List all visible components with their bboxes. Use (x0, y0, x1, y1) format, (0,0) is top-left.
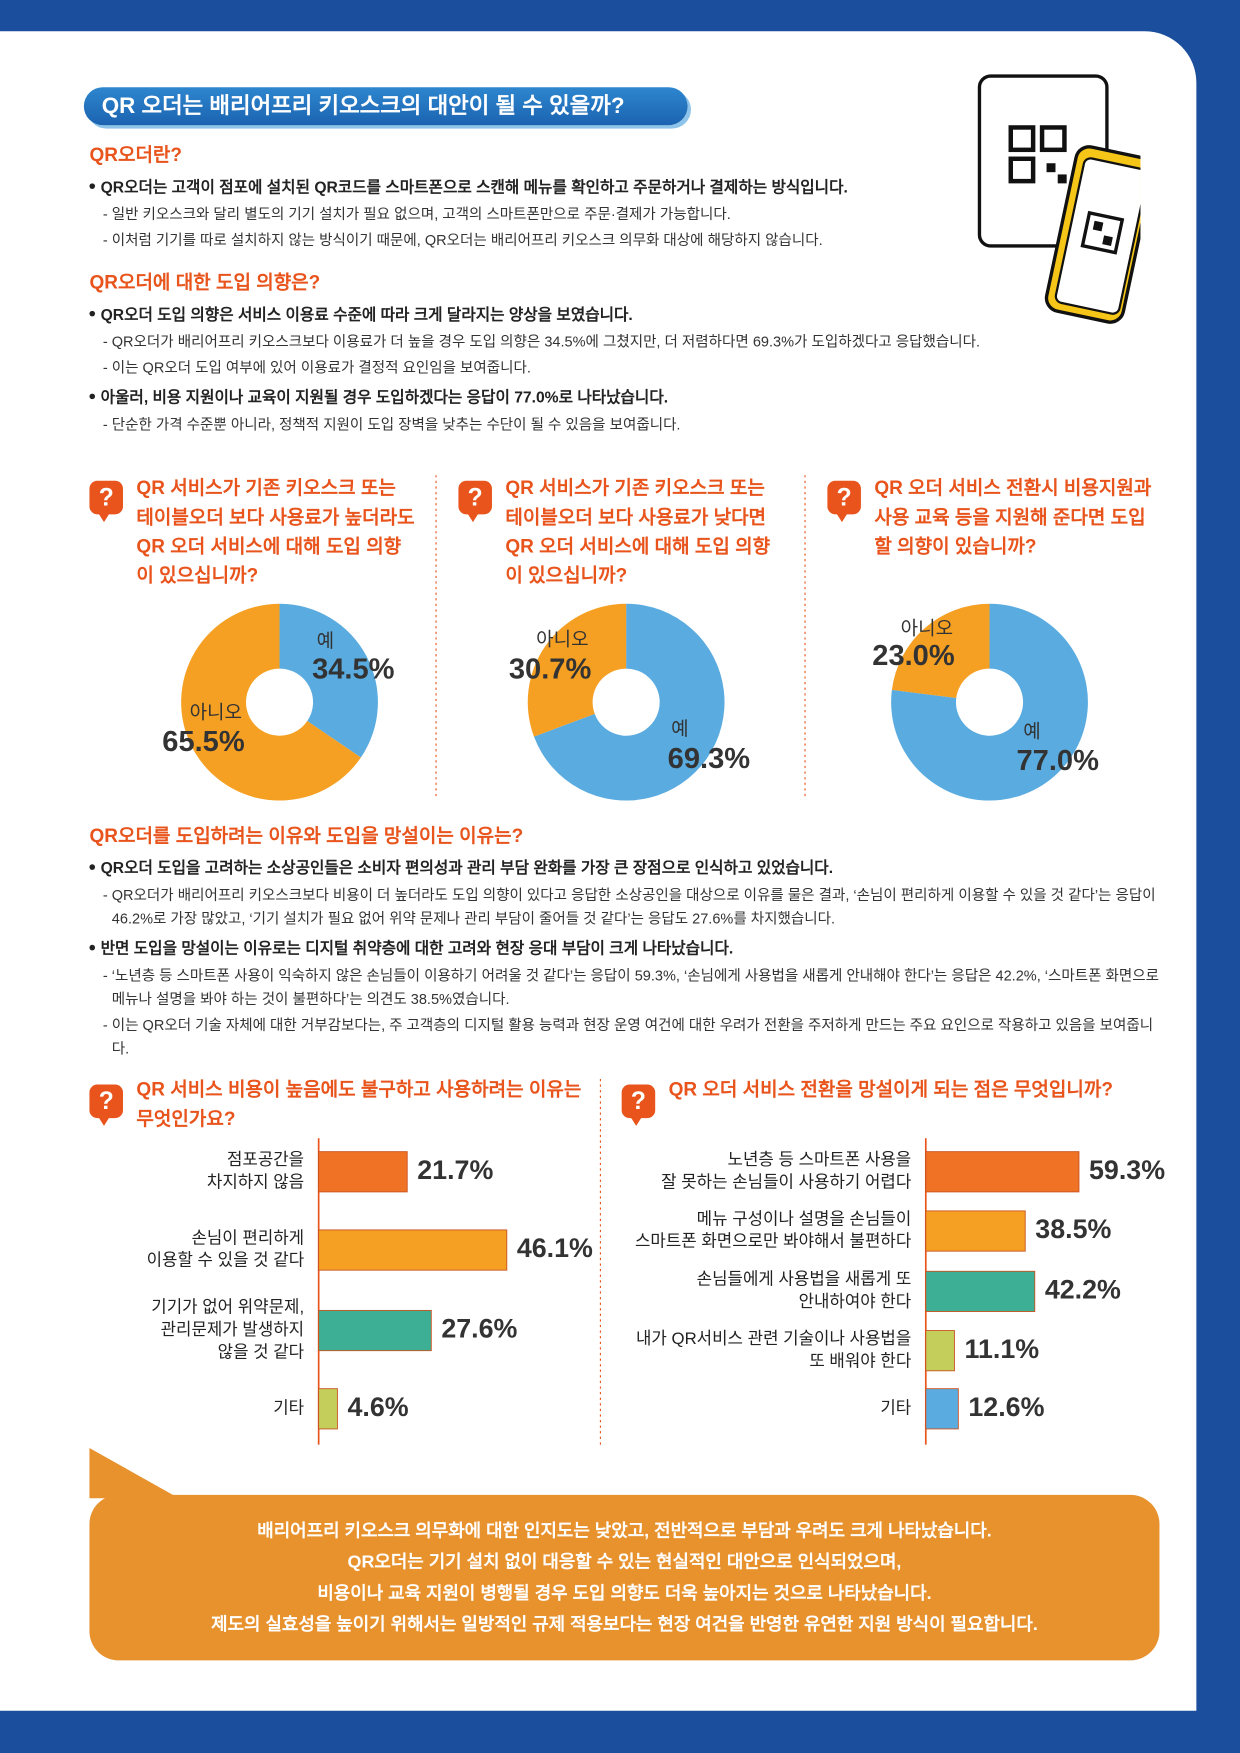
bullet-text: QR오더 도입을 고려하는 소상공인들은 소비자 편의성과 관리 부담 완화를 … (89, 856, 1162, 878)
bar-category-label: 기기가 없어 위약문제, 관리문제가 발생하지 않을 것 같다 (151, 1298, 305, 1362)
text-section: QR오더에 대한 도입 의향은? QR오더 도입 의향은 서비스 이용료 수준에 … (89, 266, 1162, 438)
pie-slice (891, 603, 990, 698)
sub-text: - QR오더가 배리어프리 키오스크보다 이용료가 더 높을 경우 도입 의향은… (102, 333, 980, 350)
text-section: QR오더를 도입하려는 이유와 도입을 망설이는 이유는? QR오더 도입을 고려… (89, 820, 1162, 1063)
callout-tail (89, 1447, 179, 1499)
bar-value-label: 12.6% (968, 1392, 1044, 1422)
question-icon: ? (621, 1084, 656, 1126)
header-title: QR 오더는 배리어프리 키오스크의 대안이 될 수 있을까? (83, 87, 688, 126)
conclusion-line: 비용이나 교육 지원이 병행될 경우 도입 의향도 더욱 높아지는 것으로 나타… (317, 1584, 932, 1604)
sub-text: - 이는 QR오더 도입 여부에 있어 이용료가 결정적 요인임을 보여줍니다. (102, 358, 531, 376)
section-heading: QR오더란? (89, 144, 183, 166)
sub-text: - ‘노년층 등 스마트폰 사용이 익숙하지 않은 손님들이 이용하기 어려울 … (102, 967, 1160, 1008)
bar (318, 1229, 508, 1271)
question-icon: ? (827, 480, 861, 523)
bar-value-label: 27.6% (441, 1314, 517, 1344)
slice-value-label: 30.7% (509, 654, 592, 686)
bar (925, 1270, 1036, 1312)
bullet-text: 아울러, 비용 지원이나 교육이 지원될 경우 도입하겠다는 응답이 77.0%… (89, 386, 1162, 408)
chart-title: QR 서비스 비용이 높음에도 불구하고 사용하려는 이유는 무엇인가요? (136, 1078, 582, 1130)
chart-title: QR 오더 서비스 전환을 망설이게 되는 점은 무엇입니까? (668, 1078, 1113, 1101)
conclusion-line: 제도의 실효성을 높이기 위해서는 일방적인 규제 적용보다는 현장 여건을 반… (211, 1615, 1038, 1635)
slice-label: 예 (317, 630, 334, 652)
bullet-text: 반면 도입을 망설이는 이유로는 디지털 취약층에 대한 고려와 현장 응대 부… (89, 937, 1162, 959)
bar (318, 1388, 338, 1430)
bar-value-label: 46.1% (517, 1233, 593, 1263)
bullet-text: QR오더는 고객이 점포에 설치된 QR코드를 스마트폰으로 스캔해 메뉴를 확… (89, 176, 1162, 198)
pie-slice (279, 603, 378, 758)
slice-label: 아니오 (901, 618, 953, 640)
bar (925, 1151, 1080, 1193)
bar-category-label: 손님이 편리하게 이용할 수 있을 것 같다 (146, 1228, 305, 1271)
bar (318, 1151, 408, 1193)
slice-label: 아니오 (536, 629, 588, 651)
question-icon: ? (89, 480, 123, 523)
bar (925, 1388, 959, 1430)
slice-value-label: 69.3% (668, 743, 751, 775)
slice-value-label: 23.0% (872, 640, 955, 672)
slice-value-label: 77.0% (1017, 745, 1100, 777)
bar-value-label: 21.7% (417, 1155, 493, 1185)
section-heading: QR오더에 대한 도입 의향은? (89, 271, 321, 293)
question-icon: ? (458, 480, 492, 523)
bar-value-label: 42.2% (1045, 1274, 1121, 1304)
bar-category-label: 노년층 등 스마트폰 사용을 잘 못하는 손님들이 사용하기 어렵다 (661, 1150, 912, 1192)
sub-text: - 이처럼 기기를 따로 설치하지 않는 방식이기 때문에, QR오더는 배리어… (102, 231, 823, 249)
bar-category-label: 손님들에게 사용법을 새롭게 또 안내하여야 한다 (696, 1270, 912, 1312)
bar-value-label: 38.5% (1035, 1214, 1111, 1244)
bar (925, 1330, 955, 1372)
bar-category-label: 메뉴 구성이나 설명을 손님들이 스마트폰 화면으로만 봐야해서 불편하다 (634, 1209, 912, 1252)
chart-title: QR 서비스가 기존 키오스크 또는 테이블오더 보다 사용료가 낮다면 QR … (505, 477, 771, 586)
bar-category-label: 기타 (273, 1398, 305, 1418)
qr-phone-icon (977, 74, 1141, 324)
bar (925, 1210, 1026, 1252)
bar-value-label: 4.6% (347, 1392, 408, 1422)
pie-slice (527, 603, 627, 737)
chart-title: QR 서비스가 기존 키오스크 또는 테이블오더 보다 사용료가 높더라도 QR… (136, 477, 415, 586)
slice-label: 아니오 (190, 701, 242, 723)
text-section: QR오더란? QR오더는 고객이 점포에 설치된 QR코드를 스마트폰으로 스캔해… (89, 139, 1162, 254)
pie-slice (533, 603, 725, 801)
conclusion-box: 배리어프리 키오스크 의무화에 대한 인지도는 낮았고, 전반적으로 부담과 우… (89, 1494, 1160, 1661)
slice-label: 예 (671, 718, 688, 740)
bar-value-label: 59.3% (1089, 1155, 1165, 1185)
conclusion-line: 배리어프리 키오스크 의무화에 대한 인지도는 낮았고, 전반적으로 부담과 우… (257, 1521, 992, 1541)
chart-title: QR 오더 서비스 전환시 비용지원과 사용 교육 등을 지원해 준다면 도입할… (874, 477, 1152, 557)
bar-category-label: 점포공간을 차지하지 않음 (206, 1150, 305, 1192)
bar (318, 1309, 432, 1352)
bar-category-label: 기타 (880, 1398, 912, 1418)
bullet-text: QR오더 도입 의향은 서비스 이용료 수준에 따라 크게 달라지는 양상을 보… (89, 303, 1162, 325)
sub-text: - QR오더가 배리어프리 키오스크보다 비용이 더 높더라도 도입 의향이 있… (102, 886, 1156, 927)
content-panel (0, 31, 1197, 1711)
pie-slice (181, 603, 361, 801)
conclusion-line: QR오더는 기기 설치 없이 대응할 수 있는 현실적인 대안으로 인식되었으며… (347, 1553, 902, 1573)
slice-label: 예 (1023, 720, 1040, 742)
sub-text: - 일반 키오스크와 달리 별도의 기기 설치가 필요 없으며, 고객의 스마트… (102, 205, 731, 223)
slice-value-label: 34.5% (312, 654, 395, 686)
bar-value-label: 11.1% (965, 1334, 1040, 1364)
question-icon: ? (89, 1084, 123, 1126)
sub-text: - 이는 QR오더 기술 자체에 대한 거부감보다는, 주 고객층의 디지털 활… (102, 1016, 1154, 1057)
sub-text: - 단순한 가격 수준뿐 아니라, 정책적 지원이 도입 장벽을 낮추는 수단이… (102, 415, 681, 433)
pie-slice (891, 603, 1088, 801)
section-heading: QR오더를 도입하려는 이유와 도입을 망설이는 이유는? (89, 825, 524, 847)
slice-value-label: 65.5% (162, 726, 245, 758)
bar-category-label: 내가 QR서비스 관련 기술이나 사용법을 또 배워야 한다 (636, 1329, 912, 1371)
